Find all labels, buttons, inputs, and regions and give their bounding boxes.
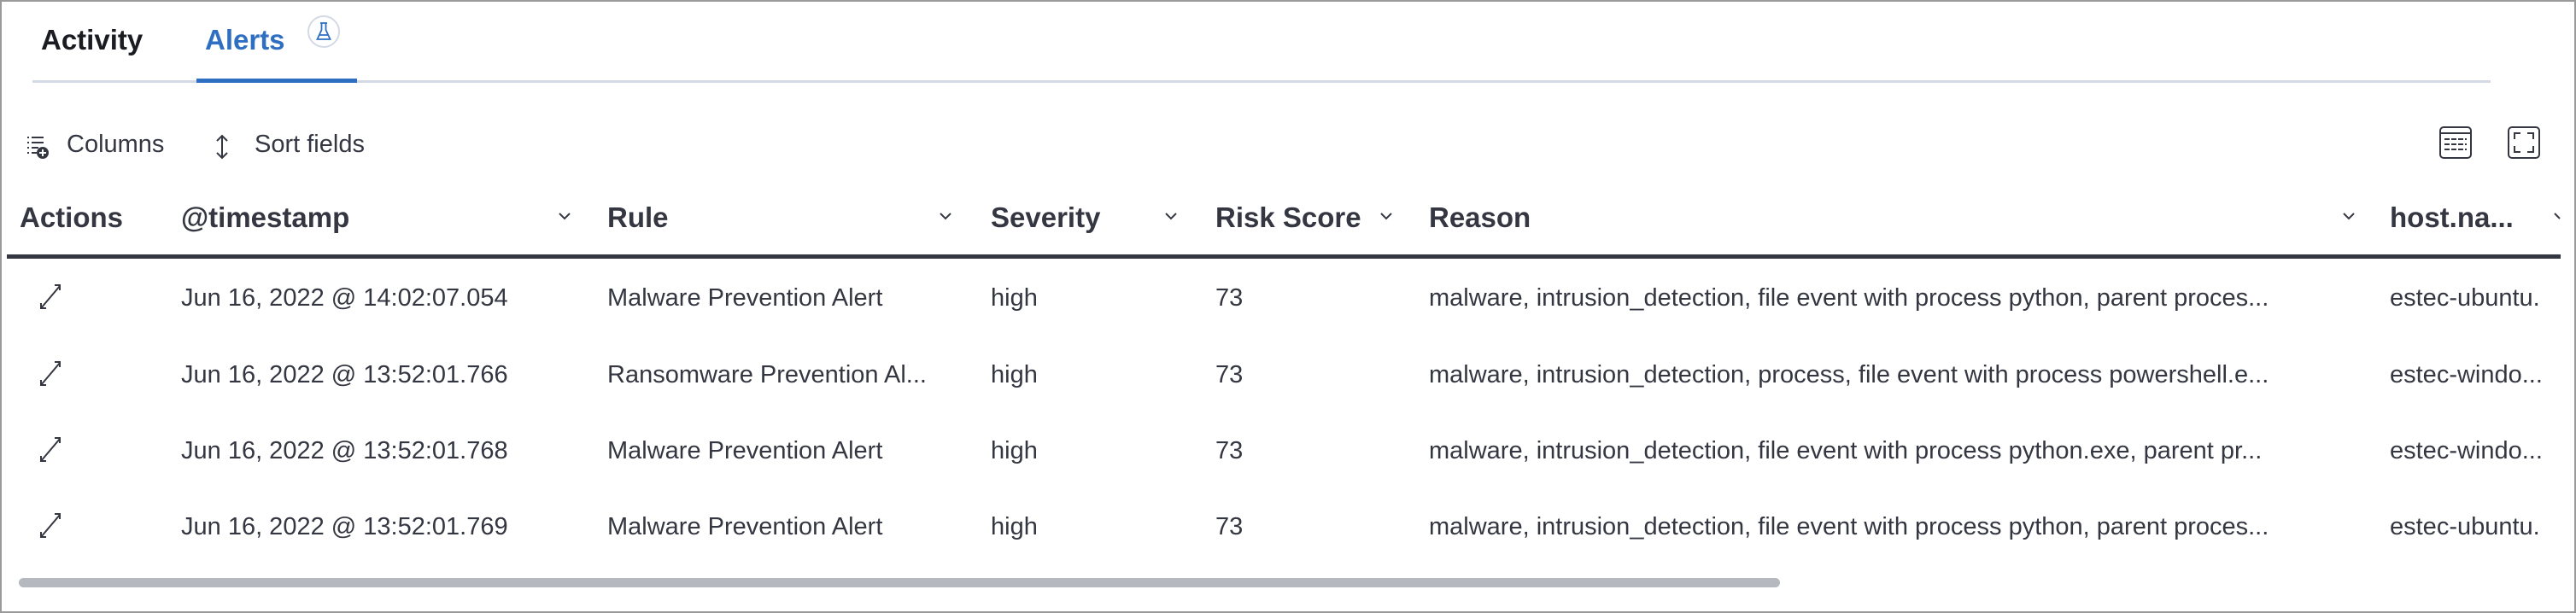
column-header-severity[interactable]: Severity bbox=[991, 201, 1101, 233]
column-header-timestamp[interactable]: @timestamp bbox=[181, 201, 350, 233]
cell-host: estec-windo... bbox=[2390, 437, 2543, 464]
cell-reason: malware, intrusion_detection, file event… bbox=[1429, 437, 2263, 464]
cell-timestamp: Jun 16, 2022 @ 13:52:01.769 bbox=[181, 513, 508, 540]
tab-divider bbox=[32, 80, 2491, 83]
cell-rule: Malware Prevention Alert bbox=[607, 437, 883, 464]
chevron-down-icon[interactable] bbox=[2554, 210, 2561, 222]
cell-risk: 73 bbox=[1215, 361, 1244, 388]
columns-button[interactable]: Columns bbox=[67, 131, 165, 158]
sort-icon bbox=[214, 133, 231, 165]
cell-risk: 73 bbox=[1215, 513, 1244, 540]
cell-reason: malware, intrusion_detection, file event… bbox=[1429, 513, 2269, 540]
cell-risk: 73 bbox=[1215, 284, 1244, 312]
cell-timestamp: Jun 16, 2022 @ 13:52:01.768 bbox=[181, 437, 508, 464]
cell-severity: high bbox=[991, 513, 1038, 540]
column-header-host-name[interactable]: host.na... bbox=[2390, 201, 2514, 233]
expand-icon[interactable] bbox=[38, 358, 65, 393]
cell-rule: Malware Prevention Alert bbox=[607, 513, 883, 540]
fullscreen-icon[interactable] bbox=[2508, 126, 2540, 159]
cell-reason: malware, intrusion_detection, process, f… bbox=[1429, 361, 2269, 388]
columns-icon bbox=[26, 135, 51, 165]
cell-reason: malware, intrusion_detection, file event… bbox=[1429, 284, 2269, 312]
tab-active-indicator bbox=[196, 79, 357, 83]
expand-icon[interactable] bbox=[38, 510, 65, 545]
cell-severity: high bbox=[991, 284, 1038, 312]
cell-risk: 73 bbox=[1215, 437, 1244, 464]
expand-icon[interactable] bbox=[38, 281, 65, 316]
horizontal-scrollbar[interactable] bbox=[19, 578, 1780, 587]
cell-host: estec-windo... bbox=[2390, 361, 2543, 388]
cell-severity: high bbox=[991, 437, 1038, 464]
cell-severity: high bbox=[991, 361, 1038, 388]
column-header-risk-score[interactable]: Risk Score bbox=[1215, 201, 1361, 233]
cell-rule: Ransomware Prevention Al... bbox=[607, 361, 927, 388]
column-header-actions: Actions bbox=[20, 201, 124, 233]
tab-alerts[interactable]: Alerts bbox=[205, 24, 285, 55]
cell-timestamp: Jun 16, 2022 @ 13:52:01.766 bbox=[181, 361, 508, 388]
chevron-down-icon[interactable] bbox=[559, 210, 571, 222]
chevron-down-icon[interactable] bbox=[940, 210, 951, 222]
expand-icon[interactable] bbox=[38, 434, 65, 469]
row-density-icon[interactable] bbox=[2439, 126, 2472, 159]
column-header-rule[interactable]: Rule bbox=[607, 201, 669, 233]
chevron-down-icon[interactable] bbox=[1380, 210, 1392, 222]
column-header-reason[interactable]: Reason bbox=[1429, 201, 1531, 233]
chevron-down-icon[interactable] bbox=[2343, 210, 2355, 222]
chevron-down-icon[interactable] bbox=[1165, 210, 1177, 222]
cell-rule: Malware Prevention Alert bbox=[607, 284, 883, 312]
tab-activity[interactable]: Activity bbox=[41, 24, 143, 55]
cell-host: estec-ubuntu. bbox=[2390, 284, 2540, 312]
sort-fields-button[interactable]: Sort fields bbox=[255, 131, 365, 158]
cell-timestamp: Jun 16, 2022 @ 14:02:07.054 bbox=[181, 284, 508, 312]
cell-host: estec-ubuntu. bbox=[2390, 513, 2540, 540]
header-divider bbox=[7, 254, 2561, 259]
beaker-icon bbox=[307, 15, 340, 48]
